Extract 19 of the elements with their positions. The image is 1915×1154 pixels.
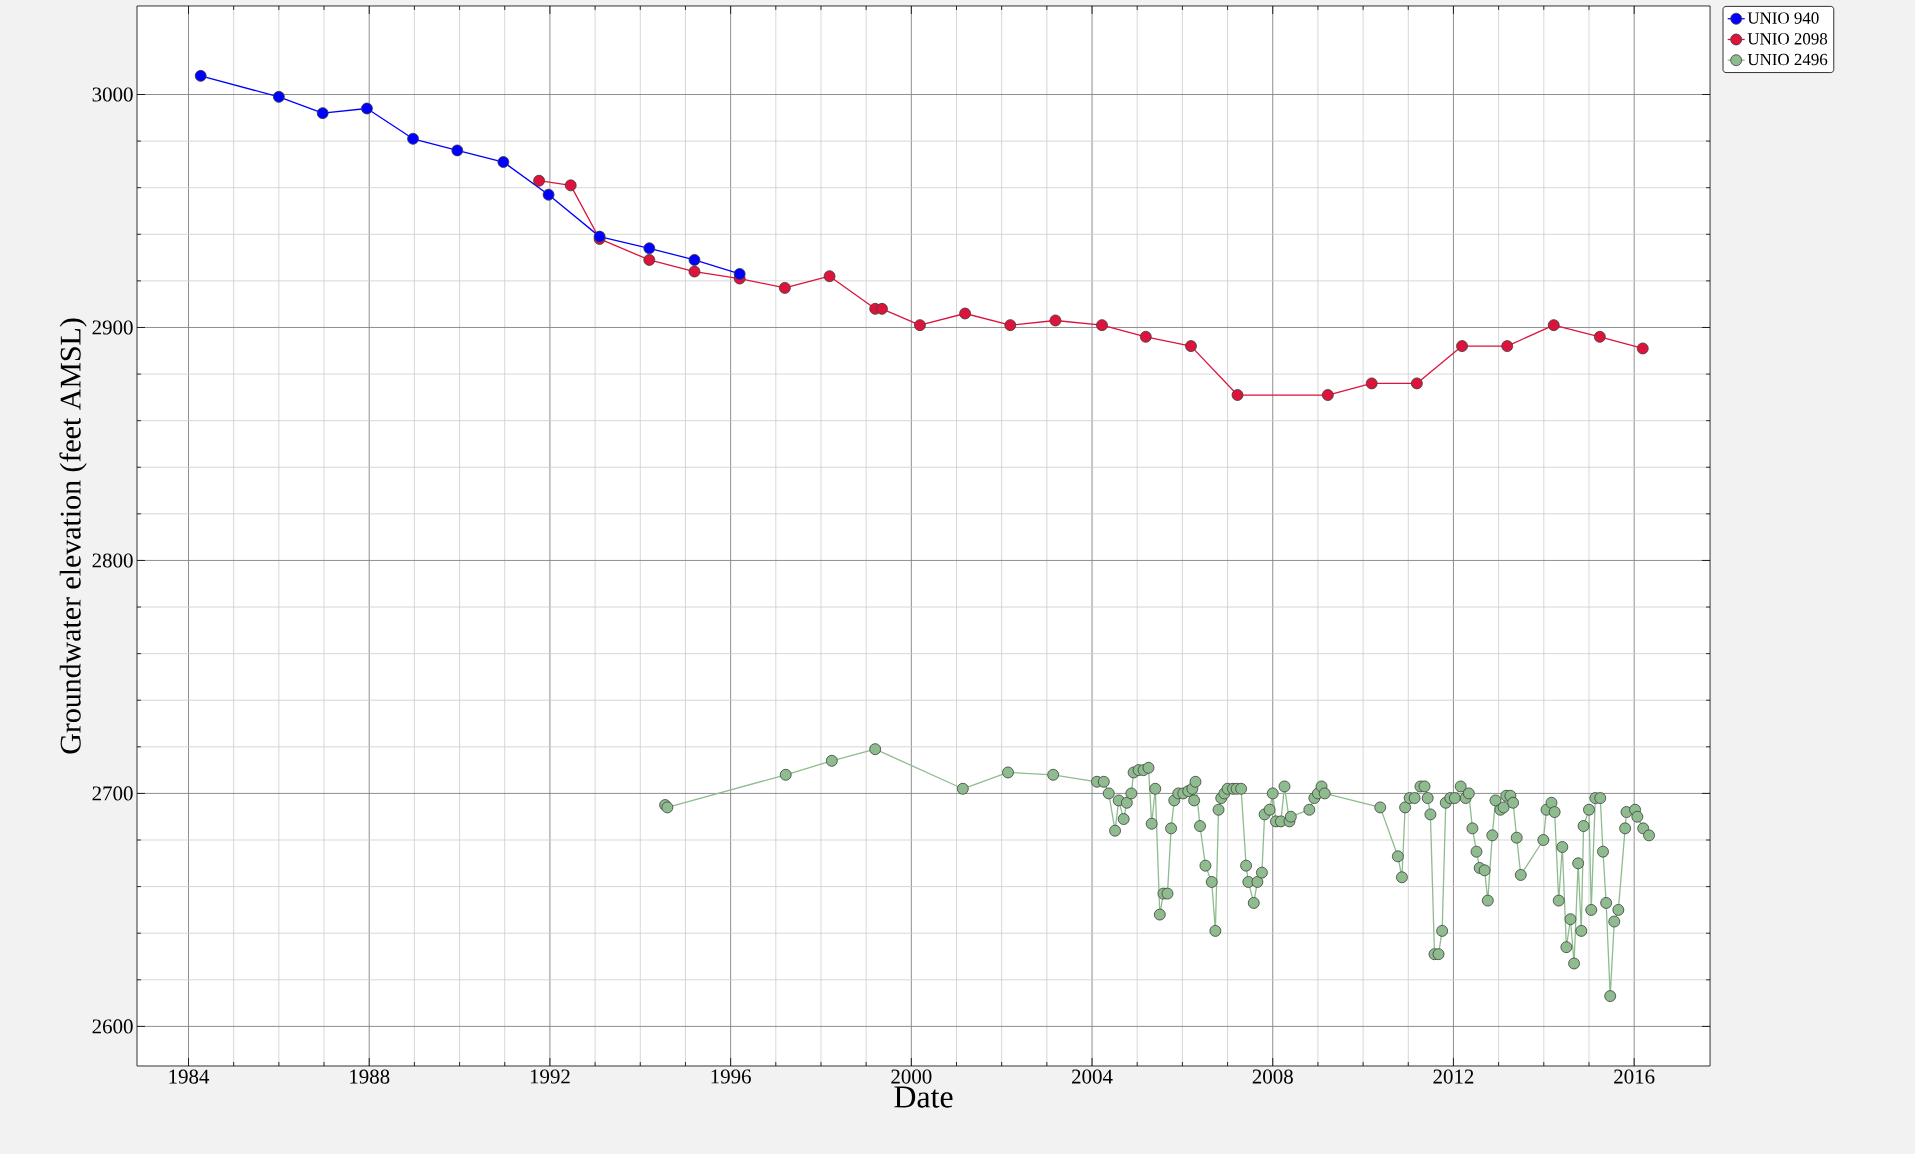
x-tick-label: 1996 bbox=[711, 1069, 751, 1084]
y-tick-label: 2600 bbox=[92, 1019, 133, 1034]
x-tick-label: 2016 bbox=[1614, 1069, 1655, 1084]
legend-label: UNIO 2098 bbox=[1747, 33, 1828, 45]
y-tick-label: 2700 bbox=[92, 786, 133, 801]
x-tick-label: 2000 bbox=[891, 1069, 932, 1084]
legend-label: UNIO 2496 bbox=[1747, 53, 1828, 66]
y-tick-label: 2900 bbox=[92, 320, 133, 335]
x-tick-label: 2008 bbox=[1252, 1069, 1293, 1084]
y-tick-label: 2800 bbox=[92, 553, 133, 568]
x-axis-title: Date bbox=[894, 1086, 953, 1108]
x-tick-label: 1984 bbox=[169, 1069, 210, 1084]
x-tick-label: 2004 bbox=[1072, 1069, 1113, 1084]
x-tick-label: 2012 bbox=[1433, 1069, 1474, 1084]
legend-label: UNIO 940 bbox=[1747, 12, 1819, 24]
x-tick-label: 1992 bbox=[530, 1069, 570, 1084]
y-axis-title: Groundwater elevation (feet AMSL) bbox=[59, 318, 87, 754]
x-tick-label: 1988 bbox=[350, 1069, 390, 1084]
y-tick-label: 3000 bbox=[92, 87, 133, 102]
